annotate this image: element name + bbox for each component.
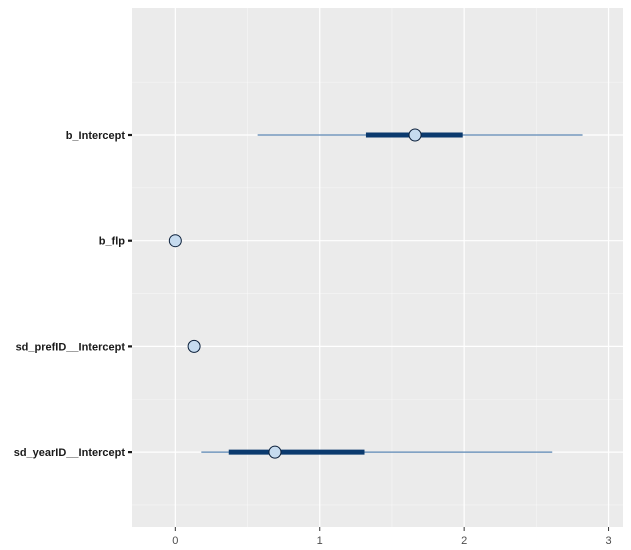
interval-sd-yearid-intercept xyxy=(201,445,553,459)
median-point-sd-prefid-intercept xyxy=(187,339,201,353)
x-tick-label-1: 1 xyxy=(317,535,323,547)
interval-sd-prefid-intercept xyxy=(187,339,201,353)
median-point-sd-yearid-intercept xyxy=(268,445,282,459)
interval-b-intercept xyxy=(257,128,583,142)
plot-panel xyxy=(132,8,623,527)
median-point-b-flp xyxy=(168,234,182,248)
minor-grid xyxy=(132,8,623,527)
median-point-b-intercept xyxy=(408,128,422,142)
x-axis: 0 1 2 3 xyxy=(172,527,612,547)
y-tick-label-b-flp: b_flp xyxy=(99,236,126,248)
y-tick-label-sd-yearid-intercept: sd_yearID__Intercept xyxy=(14,447,126,459)
x-tick-label-2: 2 xyxy=(461,535,467,547)
interval-b-flp xyxy=(168,234,182,248)
intervals xyxy=(168,128,583,459)
y-tick-label-b-intercept: b_Intercept xyxy=(66,130,126,142)
y-tick-label-sd-prefid-intercept: sd_prefID__Intercept xyxy=(16,341,126,353)
y-axis: b_Intercept b_flp sd_prefID__Intercept sd_y… xyxy=(14,130,132,459)
x-tick-label-0: 0 xyxy=(172,535,178,547)
x-tick-label-3: 3 xyxy=(605,535,611,547)
